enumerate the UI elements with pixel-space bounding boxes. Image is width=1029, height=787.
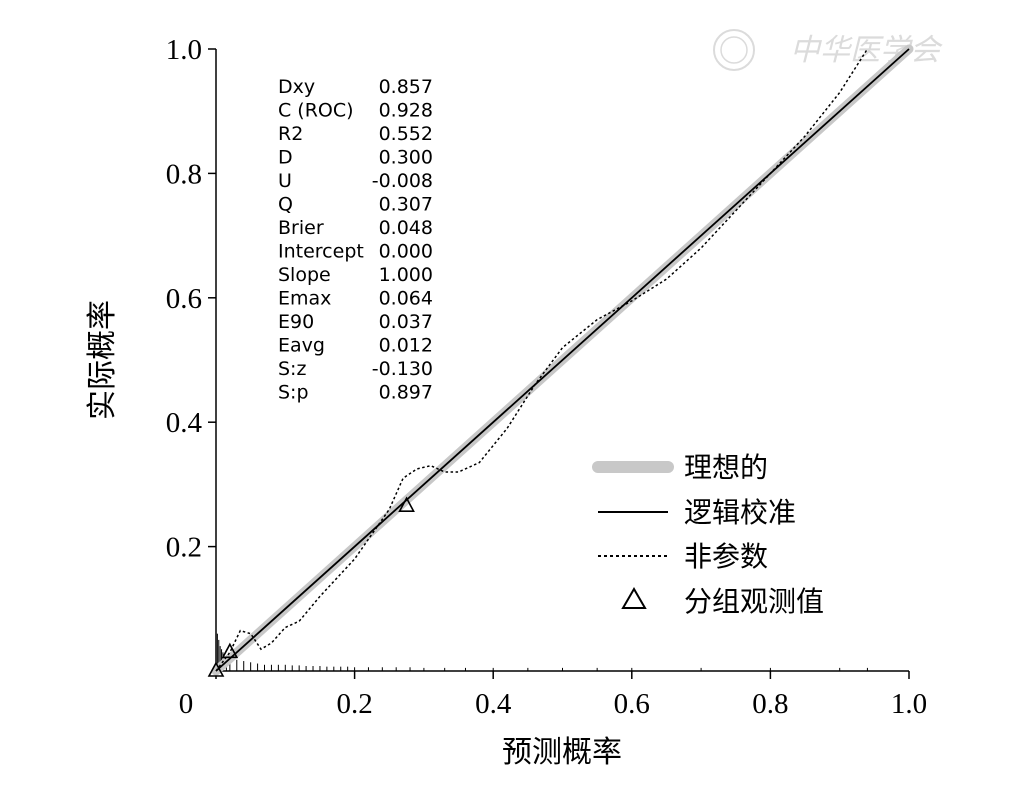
y-tick-label: 0.4 [166,407,203,439]
x-tick-label: 0.8 [752,688,788,720]
stat-name: Slope [278,264,331,286]
stat-value: 0.307 [379,194,433,216]
watermark: 中华医学会 [713,29,943,71]
legend-logistic-label: 逻辑校准 [684,497,796,529]
stat-value: 0.300 [379,147,433,169]
stat-name: C (ROC) [278,100,354,122]
stat-name: Brier [278,217,324,239]
stat-name: S:z [278,358,306,380]
y-tick-label: 0.6 [166,283,202,315]
stat-value: 0.552 [379,123,433,145]
y-tick-label: 0.2 [166,532,202,564]
stat-name: Eavg [278,335,325,357]
stat-value: 0.000 [379,241,433,263]
y-ticks: 0.2 0.4 0.6 0.8 1.0 [166,34,216,564]
stat-value: 0.012 [379,335,433,357]
stat-value: 0.064 [379,288,433,310]
y-tick-label: 0.8 [166,158,202,190]
stat-value: -0.130 [372,358,433,380]
stat-value: 0.928 [379,100,433,122]
x-axis-label: 预测概率 [502,736,622,769]
stat-name: Intercept [278,241,364,263]
watermark-seal-icon [713,29,755,71]
x-tick-label: 0.2 [336,688,372,720]
stat-value: 1.000 [379,264,433,286]
legend: 理想的 逻辑校准 非参数 分组观测值 [592,452,824,618]
legend-nonparam-label: 非参数 [684,541,768,573]
legend-ideal-label: 理想的 [684,452,768,484]
stat-name: U [278,170,292,192]
stat-name: E90 [278,311,314,333]
legend-triangle-icon [621,587,647,609]
stat-name: Dxy [278,76,315,98]
nonparametric-line [215,48,869,672]
series-lines [211,44,914,676]
observed-point-triangle [207,661,225,677]
x-tick-label: 0 [179,688,194,720]
x-tick-label: 0.4 [475,688,512,720]
x-tick-label: 1.0 [891,688,927,720]
observed-point-triangle [398,496,415,512]
stat-name: Q [278,194,293,216]
y-tick-label: 1.0 [166,34,202,66]
stat-value: -0.008 [372,170,433,192]
observed-point-triangle [221,642,239,659]
x-tick-label: 0.6 [614,688,650,720]
stat-value: 0.048 [379,217,433,239]
x-ticks: 0 0.2 0.4 0.6 0.8 1.0 [179,671,927,720]
observed-points [207,496,415,677]
stat-value: 0.037 [379,311,433,333]
stat-value: 0.857 [379,76,433,98]
y-axis-label: 实际概率 [86,300,119,420]
stat-name: D [278,147,293,169]
stat-name: S:p [278,382,309,404]
stats-table: Dxy 0.857 C (ROC) 0.928 R2 0.552 D 0.300 U -0.008… [278,76,433,404]
stat-name: R2 [278,123,303,145]
stat-value: 0.897 [379,382,433,404]
legend-observed-label: 分组观测值 [684,586,824,618]
watermark-text: 中华医学会 [790,34,943,67]
logistic-calibration-line [215,48,910,672]
stat-name: Emax [278,288,331,310]
